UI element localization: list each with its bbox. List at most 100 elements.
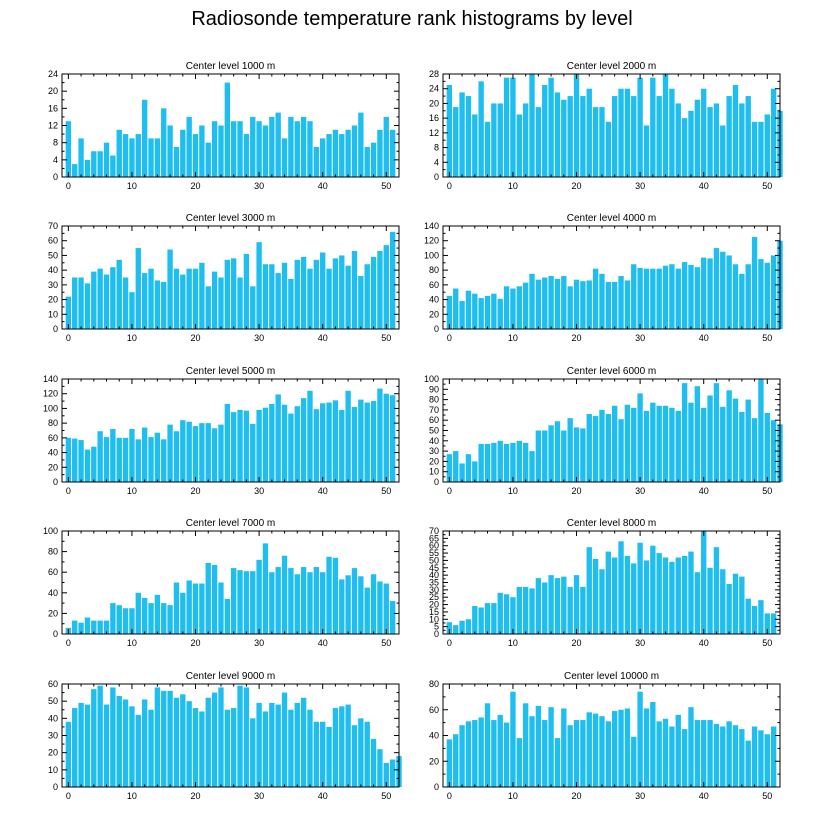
bar — [586, 280, 592, 329]
bar — [465, 619, 472, 634]
bar — [688, 110, 694, 177]
bar — [78, 440, 84, 482]
bar — [656, 268, 662, 329]
bar — [294, 121, 300, 177]
bar — [307, 572, 313, 634]
bar — [135, 439, 141, 482]
bar — [573, 279, 580, 329]
x-tick-label: 10 — [127, 791, 137, 801]
y-tick-label: 28 — [429, 69, 439, 79]
bar — [326, 402, 332, 482]
bar — [72, 164, 78, 177]
bar — [497, 103, 503, 177]
x-tick-label: 0 — [66, 791, 71, 801]
bar — [78, 622, 84, 634]
x-tick-label: 30 — [635, 181, 645, 191]
y-tick-label: 10 — [48, 309, 58, 319]
bar — [192, 134, 199, 177]
x-tick-label: 50 — [762, 181, 772, 191]
bar — [764, 262, 770, 329]
x-tick-label: 10 — [508, 791, 518, 801]
bar — [446, 295, 453, 329]
bar — [478, 298, 484, 329]
y-tick-label: 40 — [429, 295, 439, 305]
histogram-panel-9: Center level 9000 m 0 10 20 30 40 50 0 10 20 30 40 5… — [48, 671, 402, 801]
x-tick-label: 50 — [381, 333, 391, 343]
x-tick-label: 40 — [318, 638, 328, 648]
bar — [243, 253, 250, 329]
y-tick-label: 0 — [434, 477, 439, 487]
bar — [326, 726, 332, 787]
bar — [739, 576, 745, 634]
bar — [231, 568, 237, 634]
x-tick-label: 20 — [572, 638, 582, 648]
bar — [237, 570, 243, 634]
bar — [275, 394, 281, 482]
bar — [211, 428, 218, 482]
bar — [129, 706, 135, 787]
bar — [211, 564, 218, 634]
y-tick-label: 0 — [434, 629, 439, 639]
y-tick-label: 65 — [429, 533, 439, 543]
y-tick-label: 20 — [429, 98, 439, 108]
bar — [326, 556, 332, 634]
bar — [637, 691, 643, 787]
bar — [542, 430, 548, 482]
bar — [605, 414, 611, 482]
bar — [631, 407, 637, 482]
bar — [643, 125, 650, 177]
bar — [281, 692, 288, 787]
bar — [554, 278, 561, 329]
y-tick-label: 40 — [429, 570, 439, 580]
bar — [351, 251, 358, 329]
bar — [701, 257, 707, 329]
bar — [739, 411, 745, 482]
bar — [192, 268, 199, 329]
bar — [751, 606, 758, 634]
y-tick-label: 50 — [429, 555, 439, 565]
bar — [313, 567, 320, 634]
bar — [516, 586, 522, 634]
bar — [592, 107, 599, 177]
bar — [224, 404, 230, 482]
bar — [522, 703, 529, 787]
bar — [250, 286, 256, 329]
bar — [231, 258, 237, 329]
bar — [459, 725, 465, 787]
bar — [122, 277, 129, 329]
bar — [275, 704, 281, 787]
bar — [141, 273, 148, 329]
panel-title: Center level 5000 m — [186, 366, 276, 377]
bar — [288, 413, 294, 482]
y-tick-label: 60 — [429, 280, 439, 290]
bar — [751, 237, 758, 329]
bar — [122, 608, 129, 634]
y-tick-label: 8 — [434, 143, 439, 153]
bar — [288, 709, 294, 787]
y-tick-label: 100 — [43, 403, 58, 413]
bar — [135, 248, 141, 329]
bar — [103, 274, 110, 329]
bar — [192, 708, 199, 787]
bar — [141, 597, 148, 634]
bar — [320, 721, 326, 787]
bar — [307, 121, 313, 177]
bar — [643, 410, 650, 482]
y-tick-label: 100 — [424, 250, 439, 260]
y-tick-label: 140 — [43, 374, 58, 384]
bar — [389, 759, 396, 787]
bar — [205, 142, 211, 177]
bar — [688, 551, 694, 634]
x-tick-label: 40 — [318, 791, 328, 801]
bar — [770, 255, 777, 329]
bar — [656, 553, 662, 634]
bar — [542, 582, 548, 634]
bar — [180, 274, 186, 329]
bar — [281, 404, 288, 482]
bar — [554, 578, 561, 634]
y-tick-label: 4 — [434, 157, 439, 167]
bar — [161, 603, 167, 634]
bar — [720, 406, 726, 482]
y-tick-label: 40 — [429, 436, 439, 446]
bar — [453, 107, 459, 177]
